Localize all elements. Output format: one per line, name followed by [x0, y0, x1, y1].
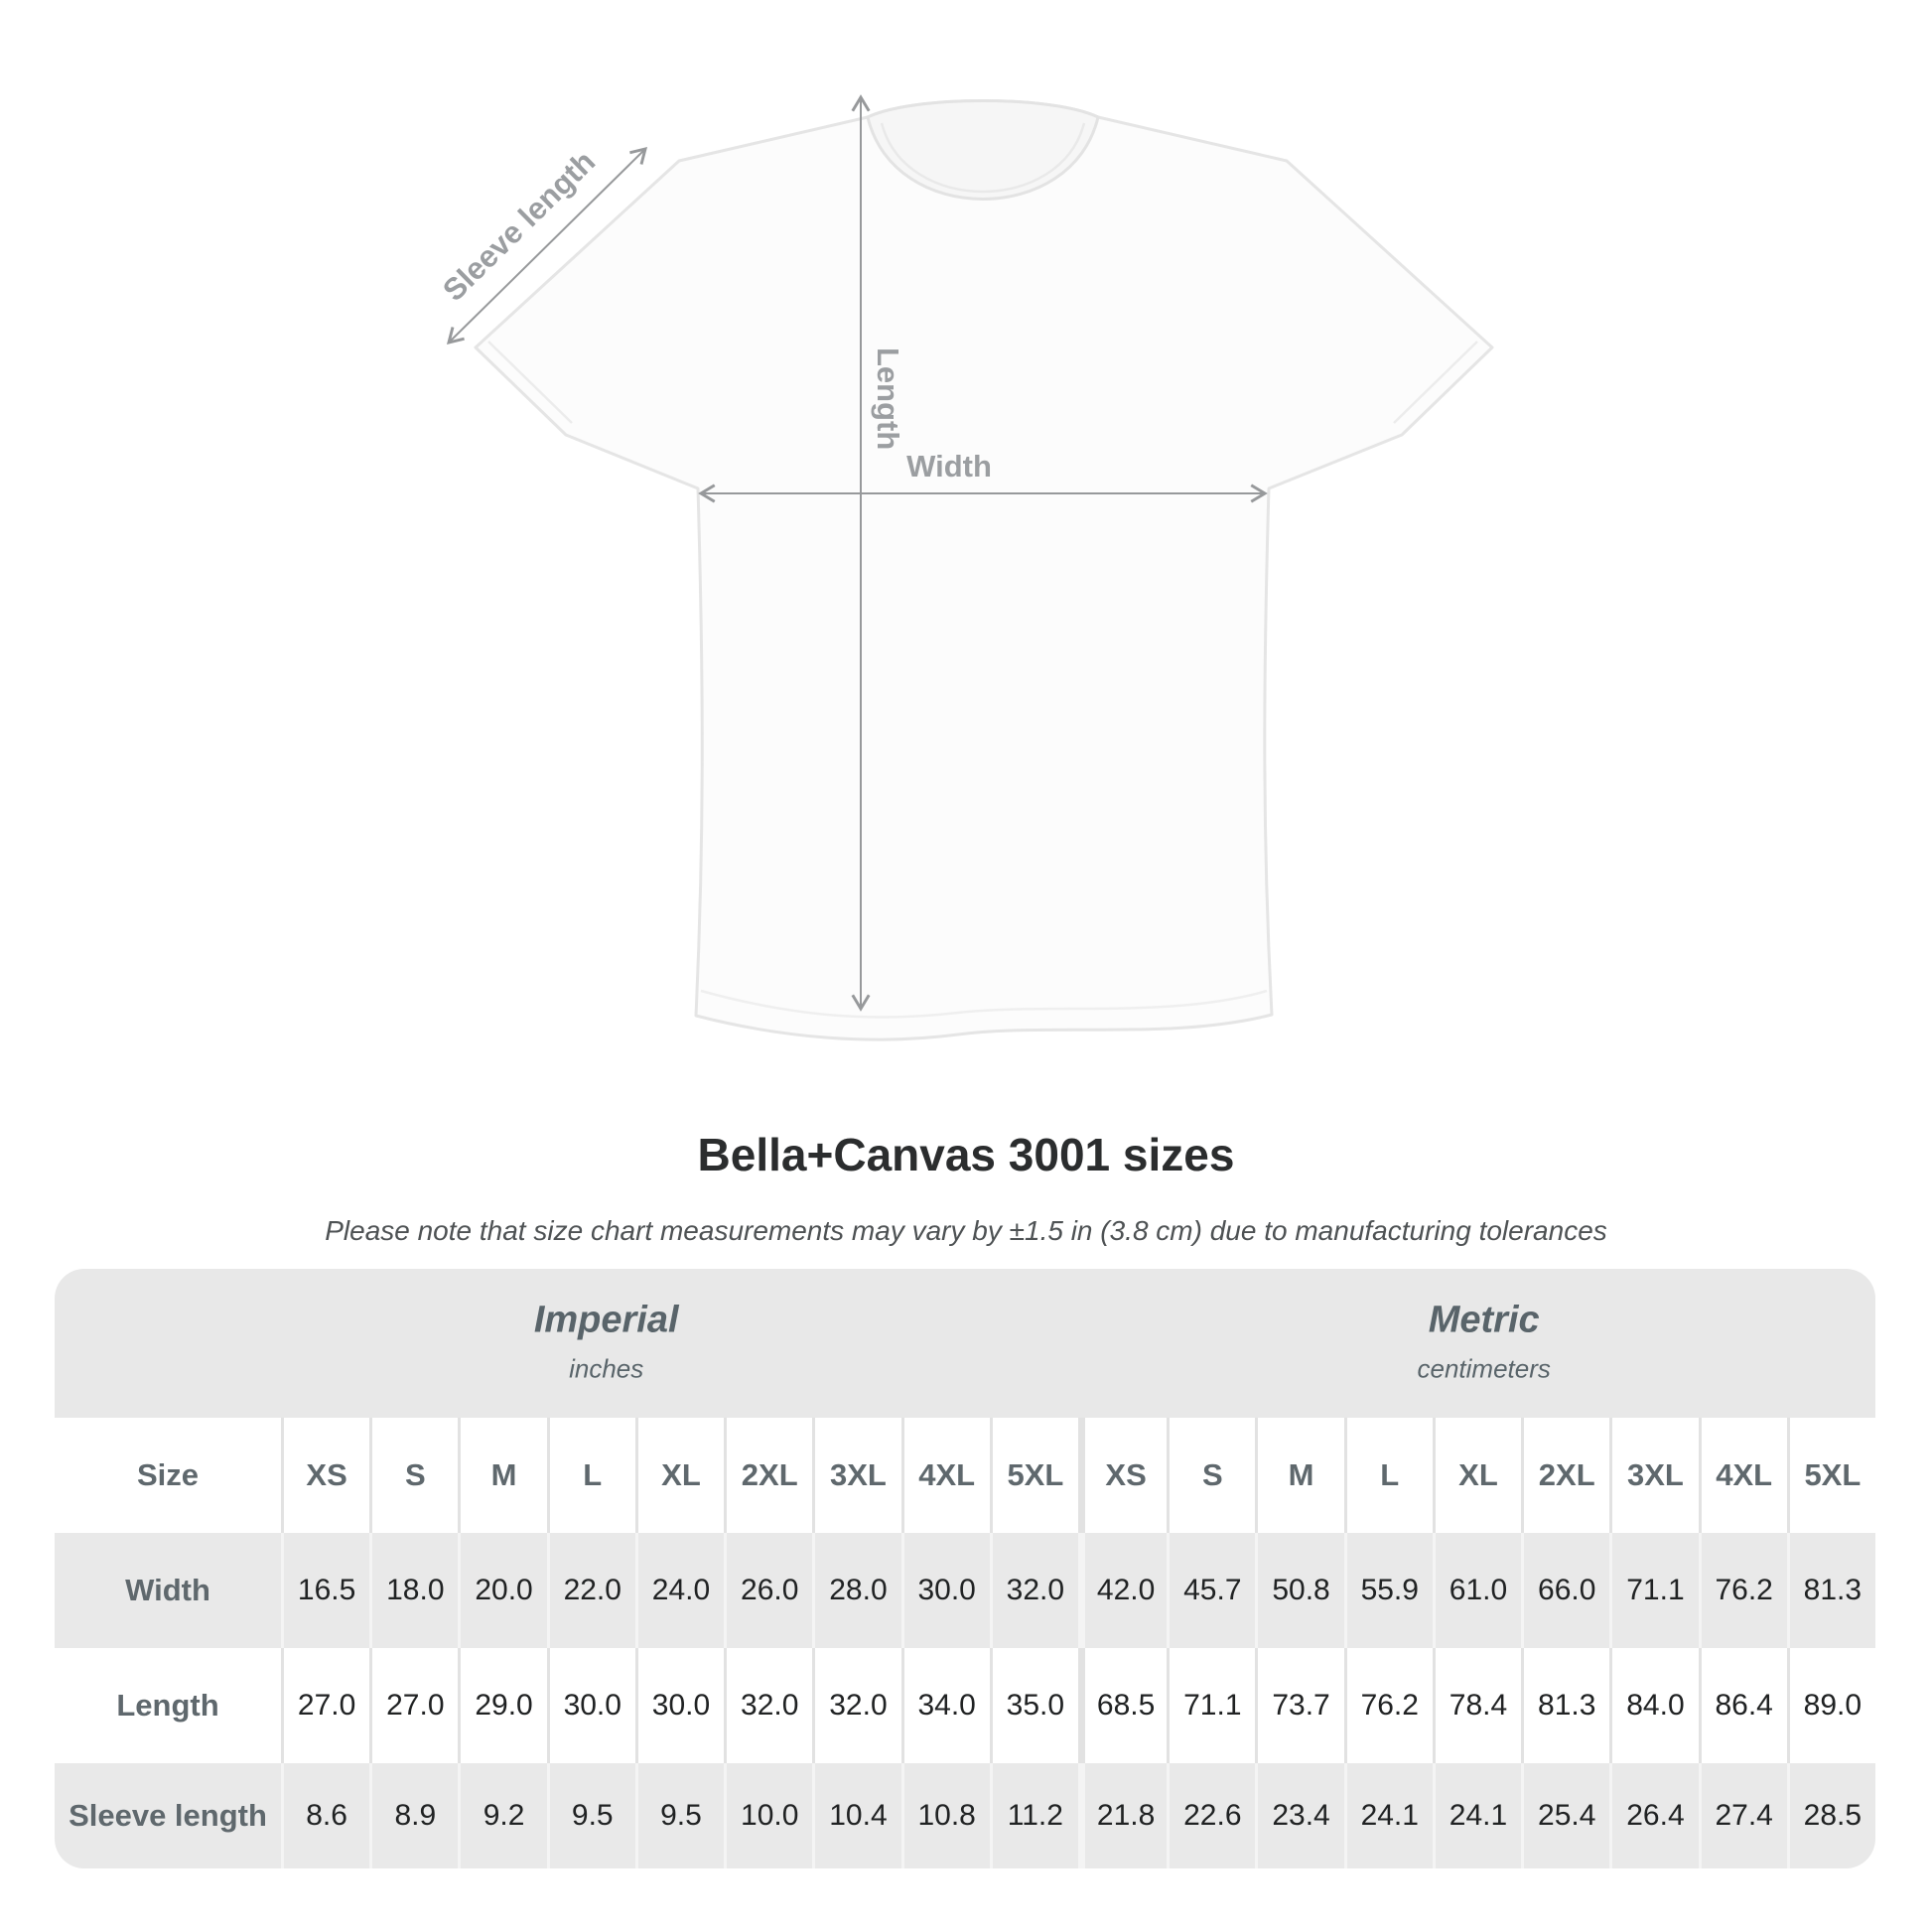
cell-sleeve-length-metric-5xl: 28.5: [1786, 1763, 1875, 1868]
imperial-label: Imperial: [533, 1299, 679, 1341]
cell-length-metric-5xl: 89.0: [1786, 1648, 1875, 1763]
cell-sleeve-length-metric-s: 22.6: [1167, 1763, 1255, 1868]
cell-width-metric-3xl: 71.1: [1609, 1533, 1698, 1648]
cell-sleeve-length-imperial-m: 9.2: [458, 1763, 546, 1868]
size-header-imperial-5xl: 5XL: [989, 1418, 1078, 1533]
cell-length-imperial-m: 29.0: [458, 1648, 546, 1763]
cell-length-imperial-2xl: 32.0: [724, 1648, 812, 1763]
row-label-length: Length: [116, 1688, 219, 1723]
cell-width-imperial-xl: 24.0: [634, 1533, 724, 1648]
cell-width-imperial-2xl: 26.0: [724, 1533, 812, 1648]
imperial-group-header: Imperial inches: [534, 1299, 679, 1384]
cell-width-imperial-l: 22.0: [546, 1533, 635, 1648]
cell-sleeve-length-metric-4xl: 27.4: [1698, 1763, 1787, 1868]
cell-width-metric-2xl: 66.0: [1521, 1533, 1609, 1648]
cell-length-metric-4xl: 86.4: [1698, 1648, 1787, 1763]
cell-sleeve-length-imperial-l: 9.5: [546, 1763, 635, 1868]
width-label: Width: [906, 449, 992, 483]
page-subtitle: Please note that size chart measurements…: [325, 1215, 1607, 1246]
size-header-metric-4xl: 4XL: [1698, 1418, 1787, 1533]
metric-unit-label: centimeters: [1417, 1353, 1551, 1384]
unit-header-band: Imperial inches Metric centimeters: [55, 1269, 1875, 1418]
cell-width-metric-l: 55.9: [1343, 1533, 1433, 1648]
size-header-metric-xl: XL: [1432, 1418, 1521, 1533]
sleeve-length-arrow: [446, 146, 648, 345]
cell-width-imperial-xs: 16.5: [281, 1533, 369, 1648]
table-rows: Width 16.5 18.0 20.0 22.0 24.0 26.0 28.0 30.0 32.…: [55, 1533, 1875, 1868]
cell-width-metric-xs: 42.0: [1077, 1533, 1167, 1648]
cell-sleeve-length-imperial-xs: 8.6: [281, 1763, 369, 1868]
size-header-metric-3xl: 3XL: [1609, 1418, 1698, 1533]
cell-length-metric-xl: 78.4: [1432, 1648, 1521, 1763]
size-header-metric-5xl: 5XL: [1786, 1418, 1875, 1533]
cell-length-imperial-xs: 27.0: [281, 1648, 369, 1763]
cell-length-imperial-s: 27.0: [369, 1648, 458, 1763]
size-header-imperial-m: M: [458, 1418, 546, 1533]
size-header-imperial-3xl: 3XL: [812, 1418, 900, 1533]
collar: [866, 99, 1100, 201]
cell-width-metric-s: 45.7: [1167, 1533, 1255, 1648]
cell-sleeve-length-metric-xs: 21.8: [1077, 1763, 1167, 1868]
cell-sleeve-length-imperial-3xl: 10.4: [812, 1763, 900, 1868]
cell-sleeve-length-metric-m: 23.4: [1255, 1763, 1343, 1868]
size-header-imperial-4xl: 4XL: [900, 1418, 990, 1533]
size-header-imperial-xl: XL: [634, 1418, 724, 1533]
size-header-metric-s: S: [1167, 1418, 1255, 1533]
cell-sleeve-length-imperial-s: 8.9: [369, 1763, 458, 1868]
size-header-imperial-l: L: [546, 1418, 635, 1533]
page-title: Bella+Canvas 3001 sizes: [697, 1129, 1235, 1180]
cell-sleeve-length-metric-2xl: 25.4: [1521, 1763, 1609, 1868]
size-header-imperial-xs: XS: [281, 1418, 369, 1533]
size-header-metric-2xl: 2XL: [1521, 1418, 1609, 1533]
cell-width-metric-5xl: 81.3: [1786, 1533, 1875, 1648]
cell-width-imperial-5xl: 32.0: [989, 1533, 1078, 1648]
metric-label: Metric: [1428, 1299, 1540, 1341]
size-header-metric-m: M: [1255, 1418, 1343, 1533]
cell-length-metric-l: 76.2: [1343, 1648, 1433, 1763]
length-label: Length: [871, 347, 905, 450]
cell-length-imperial-l: 30.0: [546, 1648, 635, 1763]
cell-width-metric-xl: 61.0: [1432, 1533, 1521, 1648]
cell-length-imperial-3xl: 32.0: [812, 1648, 900, 1763]
metric-group-header: Metric centimeters: [1417, 1299, 1550, 1384]
cell-length-metric-m: 73.7: [1255, 1648, 1343, 1763]
size-header-metric-l: L: [1343, 1418, 1433, 1533]
cell-width-imperial-m: 20.0: [458, 1533, 546, 1648]
cell-length-metric-xs: 68.5: [1077, 1648, 1167, 1763]
cell-sleeve-length-imperial-2xl: 10.0: [724, 1763, 812, 1868]
cell-length-imperial-4xl: 34.0: [900, 1648, 990, 1763]
size-column-header: Size: [136, 1457, 200, 1492]
row-label-width: Width: [125, 1573, 210, 1607]
table-size-header-row: Size XS S M L XL 2XL 3XL 4XL 5XL XS S M L XL 2XL 3XL 4XL 5…: [55, 1418, 1875, 1533]
cell-width-metric-m: 50.8: [1255, 1533, 1343, 1648]
tshirt-diagram: Sleeve length Length Width: [436, 94, 1494, 1041]
cell-sleeve-length-imperial-4xl: 10.8: [900, 1763, 990, 1868]
cell-sleeve-length-imperial-xl: 9.5: [634, 1763, 724, 1868]
row-label-sleeve-length: Sleeve length: [69, 1798, 267, 1833]
cell-length-imperial-xl: 30.0: [634, 1648, 724, 1763]
cell-width-imperial-3xl: 28.0: [812, 1533, 900, 1648]
cell-length-metric-s: 71.1: [1167, 1648, 1255, 1763]
imperial-unit-label: inches: [569, 1353, 644, 1384]
cell-length-imperial-5xl: 35.0: [989, 1648, 1078, 1763]
size-header-imperial-2xl: 2XL: [724, 1418, 812, 1533]
cell-sleeve-length-metric-3xl: 26.4: [1609, 1763, 1698, 1868]
cell-sleeve-length-metric-xl: 24.1: [1432, 1763, 1521, 1868]
cell-sleeve-length-metric-l: 24.1: [1343, 1763, 1433, 1868]
table-row-width: Width 16.5 18.0 20.0 22.0 24.0 26.0 28.0 30.0 32.…: [55, 1533, 1875, 1648]
cell-length-metric-3xl: 84.0: [1609, 1648, 1698, 1763]
size-header-metric-xs: XS: [1077, 1418, 1167, 1533]
cell-width-imperial-s: 18.0: [369, 1533, 458, 1648]
size-header-imperial-s: S: [369, 1418, 458, 1533]
cell-sleeve-length-imperial-5xl: 11.2: [989, 1763, 1078, 1868]
tshirt-graphic: [474, 99, 1494, 1041]
table-row-sleeve-length: Sleeve length 8.6 8.9 9.2 9.5 9.5 10.0 10.4 10.8…: [55, 1763, 1875, 1868]
size-table: Imperial inches Metric centimeters Size X…: [55, 1269, 1875, 1868]
cell-width-metric-4xl: 76.2: [1698, 1533, 1787, 1648]
table-row-length: Length 27.0 27.0 29.0 30.0 30.0 32.0 32.0 34.0 35…: [55, 1648, 1875, 1763]
cell-width-imperial-4xl: 30.0: [900, 1533, 990, 1648]
cell-length-metric-2xl: 81.3: [1521, 1648, 1609, 1763]
